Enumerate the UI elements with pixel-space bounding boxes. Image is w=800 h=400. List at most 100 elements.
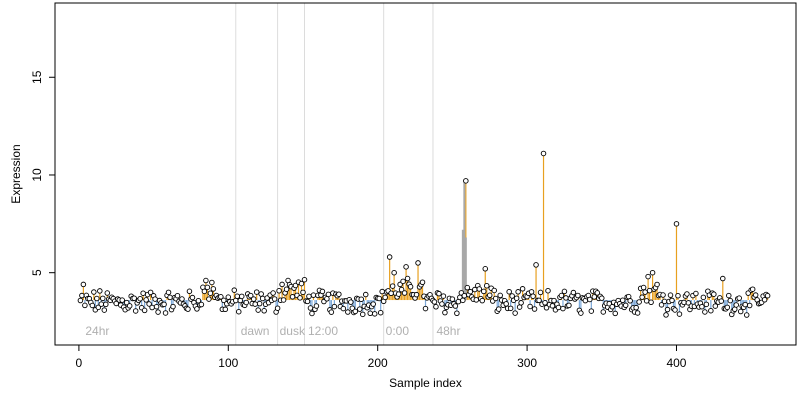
data-point: [221, 297, 227, 304]
data-point: [398, 286, 405, 293]
data-point: [261, 308, 267, 314]
condition-label: 12:00: [308, 324, 338, 338]
data-point: [258, 291, 264, 297]
data-point: [684, 291, 690, 297]
data-point: [401, 290, 408, 296]
y-axis: 5 10 15: [30, 70, 56, 276]
data-point: [395, 291, 402, 297]
data-point: [149, 304, 155, 311]
data-point: [140, 290, 146, 296]
data-point: [440, 293, 447, 299]
data-point: [328, 309, 335, 315]
data-point: [720, 275, 726, 282]
data-point: [627, 298, 633, 304]
data-point: [276, 287, 282, 294]
data-point: [639, 294, 645, 300]
deviation-stems: [79, 153, 769, 316]
data-point: [255, 307, 261, 313]
data-point: [476, 286, 483, 292]
data-point: [636, 299, 642, 305]
condition-label: 24hr: [85, 324, 109, 338]
data-point: [563, 295, 569, 301]
data-point: [153, 303, 160, 310]
data-point: [325, 291, 332, 298]
data-point: [749, 286, 756, 292]
data-point: [491, 287, 497, 294]
data-point: [174, 292, 181, 299]
x-tick-label: 300: [517, 356, 537, 370]
data-point: [143, 297, 149, 303]
data-point: [708, 307, 714, 314]
data-point: [506, 288, 512, 295]
data-point: [94, 295, 100, 302]
data-point: [131, 295, 137, 301]
data-point: [297, 295, 303, 301]
data-point: [518, 300, 524, 306]
data-point: [712, 303, 719, 309]
data-point: [247, 292, 254, 299]
data-point: [307, 305, 314, 311]
data-point: [570, 289, 577, 296]
data-point: [431, 299, 438, 305]
data-point: [419, 279, 426, 286]
data-point: [289, 294, 296, 300]
data-point: [415, 260, 421, 266]
data-point: [146, 301, 152, 307]
data-point: [464, 284, 471, 291]
data-point: [123, 299, 130, 306]
data-point: [386, 254, 393, 260]
data-point: [519, 286, 526, 292]
data-point: [403, 264, 409, 270]
data-point: [194, 306, 200, 312]
data-point: [280, 297, 287, 303]
data-point: [727, 297, 734, 304]
data-point: [675, 292, 681, 299]
data-point: [558, 292, 565, 299]
data-point: [101, 307, 108, 313]
data-point: [331, 303, 338, 310]
data-point: [560, 305, 566, 312]
data-point: [654, 281, 660, 288]
data-point: [358, 296, 365, 302]
data-point: [371, 311, 378, 317]
data-point: [726, 292, 732, 299]
data-point: [685, 300, 692, 306]
data-point: [645, 273, 651, 280]
data-point: [422, 305, 429, 312]
data-point: [733, 302, 739, 308]
data-point: [551, 297, 557, 304]
data-point: [693, 290, 699, 297]
data-point: [80, 281, 87, 288]
data-point: [89, 302, 96, 309]
data-point: [389, 283, 396, 289]
data-point: [238, 293, 245, 300]
data-point: [555, 304, 562, 311]
data-point: [588, 308, 595, 314]
data-point: [460, 297, 466, 304]
data-point: [467, 288, 474, 295]
data-point: [673, 221, 680, 227]
data-point: [98, 301, 105, 307]
data-point: [186, 288, 193, 295]
data-point: [634, 310, 641, 316]
data-point: [587, 296, 593, 303]
data-point: [147, 289, 154, 296]
data-point: [575, 292, 581, 299]
data-point: [433, 304, 439, 310]
data-point: [360, 311, 366, 318]
x-axis: 0 100 200 300 400: [76, 344, 687, 370]
data-point: [155, 309, 161, 315]
data-point: [306, 293, 312, 300]
data-point: [649, 269, 656, 276]
data-point: [646, 287, 653, 294]
data-point: [746, 302, 753, 309]
data-point: [382, 294, 388, 301]
x-tick-label: 0: [76, 356, 83, 370]
data-point: [622, 302, 629, 309]
data-point: [442, 309, 448, 316]
data-point: [103, 301, 109, 308]
data-point: [512, 310, 518, 316]
data-point: [743, 312, 750, 318]
x-tick-label: 400: [666, 356, 686, 370]
